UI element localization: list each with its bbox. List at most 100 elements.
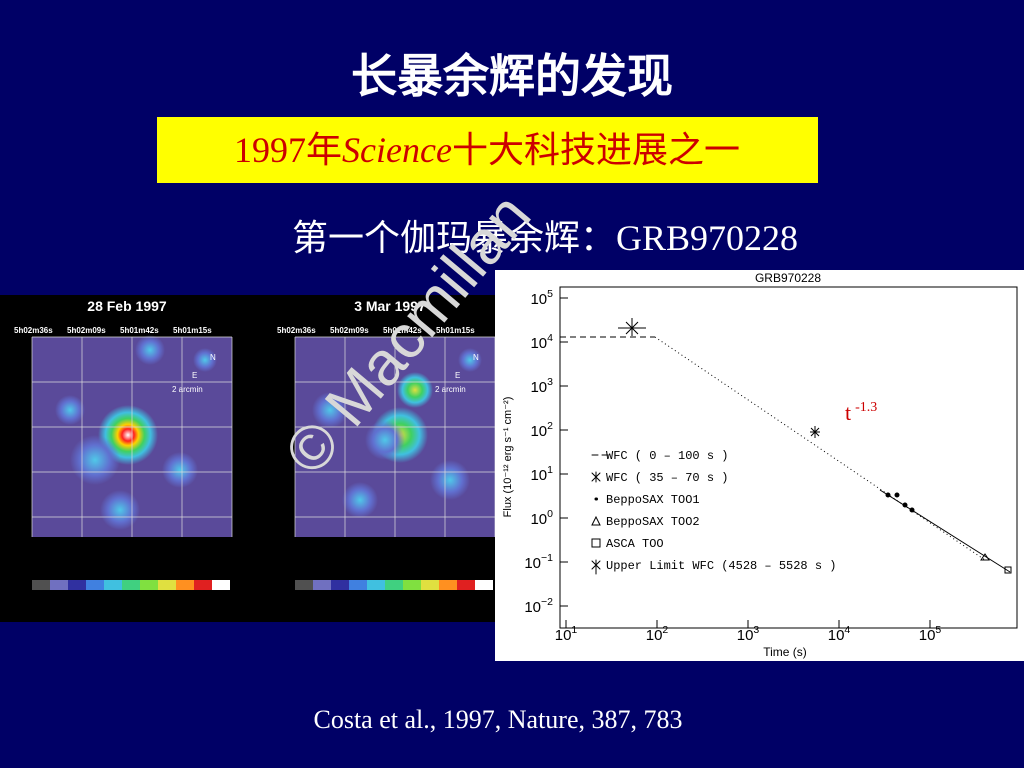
tick-base: 10 — [555, 627, 572, 644]
legend-label: WFC ( 0 – 100 s ) — [606, 449, 728, 463]
color-bar — [367, 580, 385, 590]
tick-label: 101 — [555, 624, 578, 644]
tick-label: 10−1 — [524, 552, 553, 572]
decay-annotation: t -1.3 — [845, 400, 877, 425]
emission — [397, 372, 433, 408]
tick-base: 10 — [530, 467, 547, 484]
highlight-box — [157, 117, 818, 183]
image-panels: 28 Feb 1997 5h02m36s 5h02m09s 5h01m42s 5h01m… — [14, 298, 496, 590]
north-label: N — [210, 353, 216, 362]
data-point — [909, 507, 915, 513]
tick-exp: −1 — [541, 552, 553, 564]
tick-exp: 5 — [547, 288, 553, 300]
scale-label: 2 arcmin — [172, 385, 203, 394]
emission — [135, 335, 165, 365]
emission — [342, 482, 378, 518]
tick-label: 104 — [530, 332, 553, 352]
legend-symbol — [591, 559, 601, 575]
tick-label: 104 — [828, 624, 851, 644]
legend: WFC ( 0 – 100 s ) WFC ( 35 – 70 s ) BeppoS… — [591, 449, 836, 575]
tick-base: 10 — [737, 627, 754, 644]
color-bar — [439, 580, 457, 590]
tick-label: 10−2 — [524, 596, 553, 616]
data-point — [810, 426, 820, 438]
color-bar — [212, 580, 230, 590]
panel-date: 3 Mar 1997 — [354, 298, 426, 314]
tick-base: 10 — [530, 335, 547, 352]
color-bar — [194, 580, 212, 590]
tick-label: 100 — [530, 508, 553, 528]
tick-exp: −2 — [541, 596, 553, 608]
legend-label: Upper Limit WFC (4528 – 5528 s ) — [606, 559, 836, 573]
tick-label: 102 — [530, 420, 553, 440]
emission — [70, 435, 120, 485]
legend-symbol — [591, 538, 601, 548]
color-bar — [158, 580, 176, 590]
plot-frame — [495, 270, 1024, 661]
east-label: E — [455, 371, 460, 380]
color-bar — [32, 580, 50, 590]
tick-base: 10 — [530, 423, 547, 440]
data-point — [885, 492, 891, 498]
year: 1997年 — [234, 130, 342, 170]
color-bar — [349, 580, 367, 590]
color-bar — [457, 580, 475, 590]
ticks: 101 102 103 104 10510510410310210110010−110−… — [524, 288, 941, 644]
tick-label: 103 — [737, 624, 760, 644]
legend-label: ASCA TOO — [606, 537, 664, 551]
emission — [193, 348, 217, 372]
color-bar — [421, 580, 439, 590]
ra-label: 5h01m15s — [173, 326, 212, 335]
scale-label: 2 arcmin — [435, 385, 466, 394]
color-bar — [50, 580, 68, 590]
north-label: N — [473, 353, 479, 362]
plot-axes — [559, 286, 1018, 629]
data-point — [980, 553, 990, 561]
emission — [430, 460, 470, 500]
tick-exp: 3 — [753, 624, 759, 636]
emission — [55, 395, 85, 425]
ra-label: 5h02m09s — [67, 326, 106, 335]
color-bar — [403, 580, 421, 590]
tick-base: 10 — [524, 599, 541, 616]
tick-exp: 4 — [547, 332, 553, 344]
emission — [458, 348, 482, 372]
legend-label: BeppoSAX TOO2 — [606, 515, 700, 529]
color-bar — [475, 580, 493, 590]
emission — [162, 452, 198, 488]
tick-exp: 2 — [547, 420, 553, 432]
ra-label: 5h01m15s — [436, 326, 475, 335]
rest: 十大科技进展之一 — [452, 130, 740, 170]
ra-label: 5h02m36s — [277, 326, 316, 335]
tick-exp: 2 — [662, 624, 668, 636]
color-bar — [385, 580, 403, 590]
legend-label: WFC ( 35 – 70 s ) — [606, 471, 728, 485]
ra-label: 5h02m36s — [14, 326, 53, 335]
y-axis-label: Flux (10⁻¹² erg s⁻¹ cm⁻²) — [502, 397, 514, 518]
tick-base: 10 — [530, 511, 547, 528]
tick-base: 10 — [828, 627, 845, 644]
color-bar — [122, 580, 140, 590]
color-bar — [104, 580, 122, 590]
journal: Science — [342, 130, 452, 170]
citation: Costa et al., 1997, Nature, 387, 783 — [314, 705, 683, 734]
tick-base: 10 — [530, 379, 547, 396]
x-axis-label: Time (s) — [763, 645, 807, 659]
ra-label: 5h01m42s — [120, 326, 159, 335]
tick-label: 105 — [530, 288, 553, 308]
color-bar — [68, 580, 86, 590]
data-point — [618, 318, 646, 336]
data-point — [894, 492, 900, 498]
tick-exp: 3 — [547, 376, 553, 388]
legend-symbol — [591, 515, 601, 526]
emission — [312, 392, 348, 428]
tick-label: 105 — [919, 624, 942, 644]
tick-exp: 0 — [547, 508, 553, 520]
tick-base: 10 — [524, 555, 541, 572]
annotation-exp: -1.3 — [855, 400, 877, 415]
highlight-text: 1997年Science十大科技进展之一 — [234, 130, 740, 170]
color-bar — [176, 580, 194, 590]
legend-label: BeppoSAX TOO1 — [606, 493, 700, 507]
plot-title: GRB970228 — [755, 271, 821, 285]
